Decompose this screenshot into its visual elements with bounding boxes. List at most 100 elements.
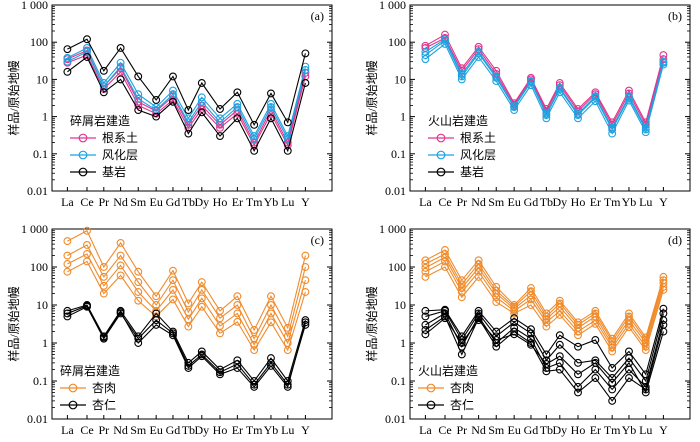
data-point bbox=[99, 66, 108, 75]
data-point bbox=[641, 388, 650, 397]
data-point bbox=[441, 257, 449, 266]
series-line bbox=[425, 43, 664, 135]
data-point bbox=[134, 90, 143, 99]
data-point bbox=[233, 292, 242, 301]
legend-entry: 杏仁 bbox=[450, 398, 474, 412]
data-point bbox=[233, 103, 242, 112]
x-tick-label-pr: Pr bbox=[98, 195, 109, 209]
data-point bbox=[301, 288, 310, 296]
data-point bbox=[267, 361, 275, 370]
x-tick-label-er: Er bbox=[590, 195, 601, 209]
series-line bbox=[67, 229, 306, 332]
x-tick-label-ce: Ce bbox=[80, 423, 93, 437]
data-point bbox=[555, 79, 564, 87]
data-point bbox=[233, 88, 242, 97]
series-line bbox=[67, 253, 306, 346]
x-tick-label-tm: Tm bbox=[604, 195, 621, 209]
data-point bbox=[216, 132, 224, 141]
y-tick-label: 0.1 bbox=[391, 147, 406, 161]
x-tick-label-pr: Pr bbox=[456, 423, 467, 437]
data-point bbox=[591, 356, 600, 365]
data-point bbox=[267, 309, 275, 318]
data-point bbox=[283, 118, 292, 127]
data-point bbox=[250, 135, 259, 143]
data-point bbox=[63, 260, 72, 268]
data-point bbox=[421, 267, 430, 276]
data-point bbox=[197, 278, 206, 287]
data-point bbox=[63, 267, 72, 276]
data-point bbox=[555, 88, 564, 97]
x-tick-label-y: Y bbox=[659, 423, 668, 437]
x-tick-label-nd: Nd bbox=[113, 423, 128, 437]
data-point bbox=[608, 347, 617, 356]
x-tick-label-lu: Lu bbox=[639, 195, 652, 209]
data-point bbox=[184, 118, 193, 127]
data-point bbox=[83, 47, 91, 56]
data-point bbox=[527, 295, 535, 304]
x-tick-label-la: La bbox=[61, 423, 74, 437]
y-tick-label: 10 bbox=[36, 298, 48, 312]
x-tick-label-er: Er bbox=[590, 423, 601, 437]
x-tick-label-nd: Nd bbox=[113, 195, 128, 209]
data-point bbox=[63, 57, 72, 66]
data-point bbox=[63, 67, 72, 76]
data-point bbox=[197, 302, 206, 311]
series-line bbox=[67, 38, 306, 127]
data-point bbox=[152, 96, 161, 104]
panel-label: (d) bbox=[668, 233, 682, 247]
data-point bbox=[116, 251, 125, 260]
data-point bbox=[216, 105, 224, 113]
data-point bbox=[421, 272, 430, 281]
legend-entry: 基岩 bbox=[460, 164, 484, 179]
data-point bbox=[197, 79, 206, 87]
data-point bbox=[169, 90, 177, 99]
data-point bbox=[216, 368, 224, 377]
x-tick-label-yb: Yb bbox=[622, 423, 637, 437]
data-point bbox=[555, 302, 564, 311]
data-point bbox=[283, 146, 292, 155]
x-tick-label-ho: Ho bbox=[213, 195, 228, 209]
x-tick-label-yb: Yb bbox=[622, 195, 637, 209]
data-point bbox=[63, 309, 72, 318]
y-tick-label: 1 bbox=[42, 336, 48, 350]
y-tick-label: 0.01 bbox=[385, 184, 406, 198]
data-point bbox=[283, 380, 292, 389]
data-point bbox=[421, 326, 430, 334]
data-point bbox=[197, 97, 206, 106]
data-point bbox=[250, 380, 259, 389]
data-point bbox=[301, 276, 310, 285]
data-point bbox=[250, 146, 259, 155]
series-line bbox=[425, 266, 664, 353]
y-tick-label: 1 000 bbox=[21, 222, 48, 236]
legend-marker bbox=[68, 383, 78, 393]
x-tick-label-yb: Yb bbox=[264, 423, 279, 437]
data-point bbox=[83, 53, 91, 61]
x-tick-label-gd: Gd bbox=[524, 195, 539, 209]
legend-title: 碎屑岩建造 bbox=[70, 113, 130, 128]
panel-label: (c) bbox=[311, 233, 324, 247]
data-point bbox=[184, 322, 193, 331]
data-point bbox=[542, 322, 551, 331]
x-tick-label-ce: Ce bbox=[438, 423, 451, 437]
x-tick-label-eu: Eu bbox=[149, 195, 162, 209]
plot-frame bbox=[51, 228, 333, 420]
data-point bbox=[625, 374, 633, 382]
data-point bbox=[510, 314, 519, 323]
data-point bbox=[659, 304, 668, 313]
x-tick-label-la: La bbox=[419, 195, 432, 209]
x-tick-label-eu: Eu bbox=[507, 195, 520, 209]
data-point bbox=[625, 358, 633, 367]
x-tick-label-dy: Dy bbox=[552, 423, 567, 437]
data-point bbox=[169, 97, 177, 106]
data-point bbox=[99, 289, 108, 298]
y-tick-label: 100 bbox=[388, 260, 406, 274]
data-point bbox=[574, 331, 582, 340]
data-point bbox=[216, 118, 224, 127]
data-point bbox=[574, 370, 582, 379]
data-point bbox=[283, 346, 292, 355]
x-tick-label-eu: Eu bbox=[149, 423, 162, 437]
data-point bbox=[301, 251, 310, 260]
series-line bbox=[425, 260, 664, 349]
